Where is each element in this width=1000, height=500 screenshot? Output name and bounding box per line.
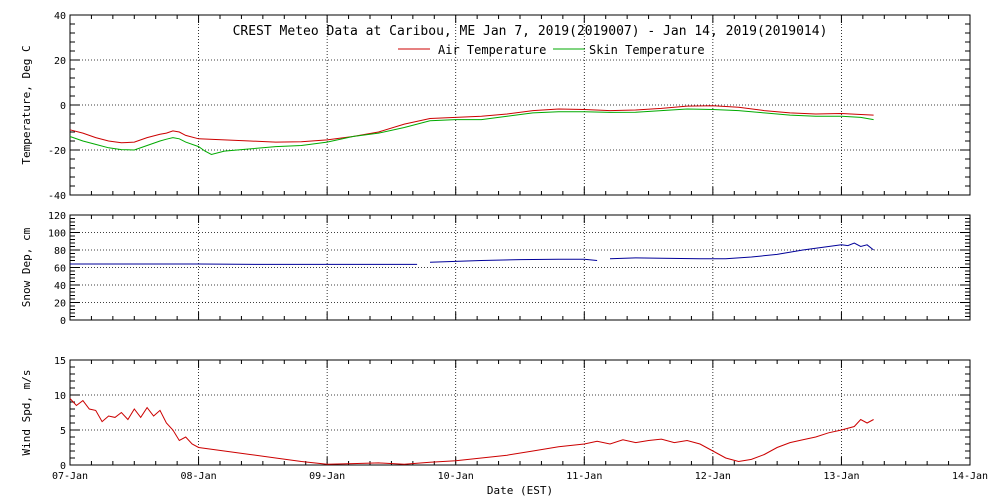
chart-title: CREST Meteo Data at Caribou, ME Jan 7, 2… — [233, 24, 828, 39]
legend: Air Temperature Skin Temperature — [398, 43, 705, 57]
x-tick-label: 07-Jan — [52, 471, 88, 482]
temperature-ytick-label: -40 — [48, 191, 66, 202]
snow-depth-ytick-label: 120 — [48, 211, 66, 222]
temperature-ytick-label: 40 — [54, 11, 66, 22]
snow-depth-ytick-label: 80 — [54, 246, 66, 257]
legend-air-label: Air Temperature — [438, 43, 546, 57]
temperature-series-0 — [69, 105, 874, 144]
x-tick-label: 13-Jan — [823, 471, 859, 482]
snow-depth-ytick-label: 100 — [48, 229, 66, 240]
snow-depth-ytick-label: 20 — [54, 299, 66, 310]
wind-speed-ylabel: Wind Spd, m/s — [20, 369, 33, 455]
wind-speed-ytick-label: 0 — [60, 461, 66, 472]
wind-speed-series-0 — [69, 398, 874, 465]
snow-depth-ylabel: Snow Dep, cm — [20, 227, 33, 307]
wind-speed-ytick-label: 15 — [54, 356, 66, 367]
wind-speed-ytick-label: 5 — [60, 426, 66, 437]
wind-speed-ytick-label: 10 — [54, 391, 66, 402]
x-tick-label: 12-Jan — [695, 471, 731, 482]
x-tick-label: 14-Jan — [952, 471, 988, 482]
snow-depth-panel: 0 20 40 60 80 100 120 Snow Dep, cm — [20, 211, 971, 327]
legend-skin-label: Skin Temperature — [589, 43, 705, 57]
wind-speed-panel: 0 5 10 15 Wind Spd, m/s 07-Jan 08-Jan 09-Jan 10-… — [20, 356, 988, 482]
temperature-ytick-label: -20 — [48, 146, 66, 157]
snow-depth-series-0 — [70, 242, 874, 265]
temperature-series-1 — [69, 108, 874, 156]
x-tick-label: 08-Jan — [181, 471, 217, 482]
x-tick-label: 11-Jan — [566, 471, 602, 482]
wind-speed-frame — [69, 359, 971, 466]
temperature-ylabel: Temperature, Deg C — [20, 45, 33, 164]
temperature-ytick-label: 0 — [60, 101, 66, 112]
snow-depth-ytick-label: 0 — [60, 316, 66, 327]
x-tick-label: 10-Jan — [438, 471, 474, 482]
snow-depth-frame — [69, 214, 971, 321]
temperature-ytick-label: 20 — [54, 56, 66, 67]
temperature-frame — [69, 14, 971, 196]
x-tick-label: 09-Jan — [309, 471, 345, 482]
temperature-panel: -40 -20 0 20 40 Temperature, Deg C — [20, 11, 971, 202]
snow-depth-ytick-label: 40 — [54, 281, 66, 292]
snow-depth-ytick-label: 60 — [54, 264, 66, 275]
x-axis-label: Date (EST) — [487, 484, 553, 497]
